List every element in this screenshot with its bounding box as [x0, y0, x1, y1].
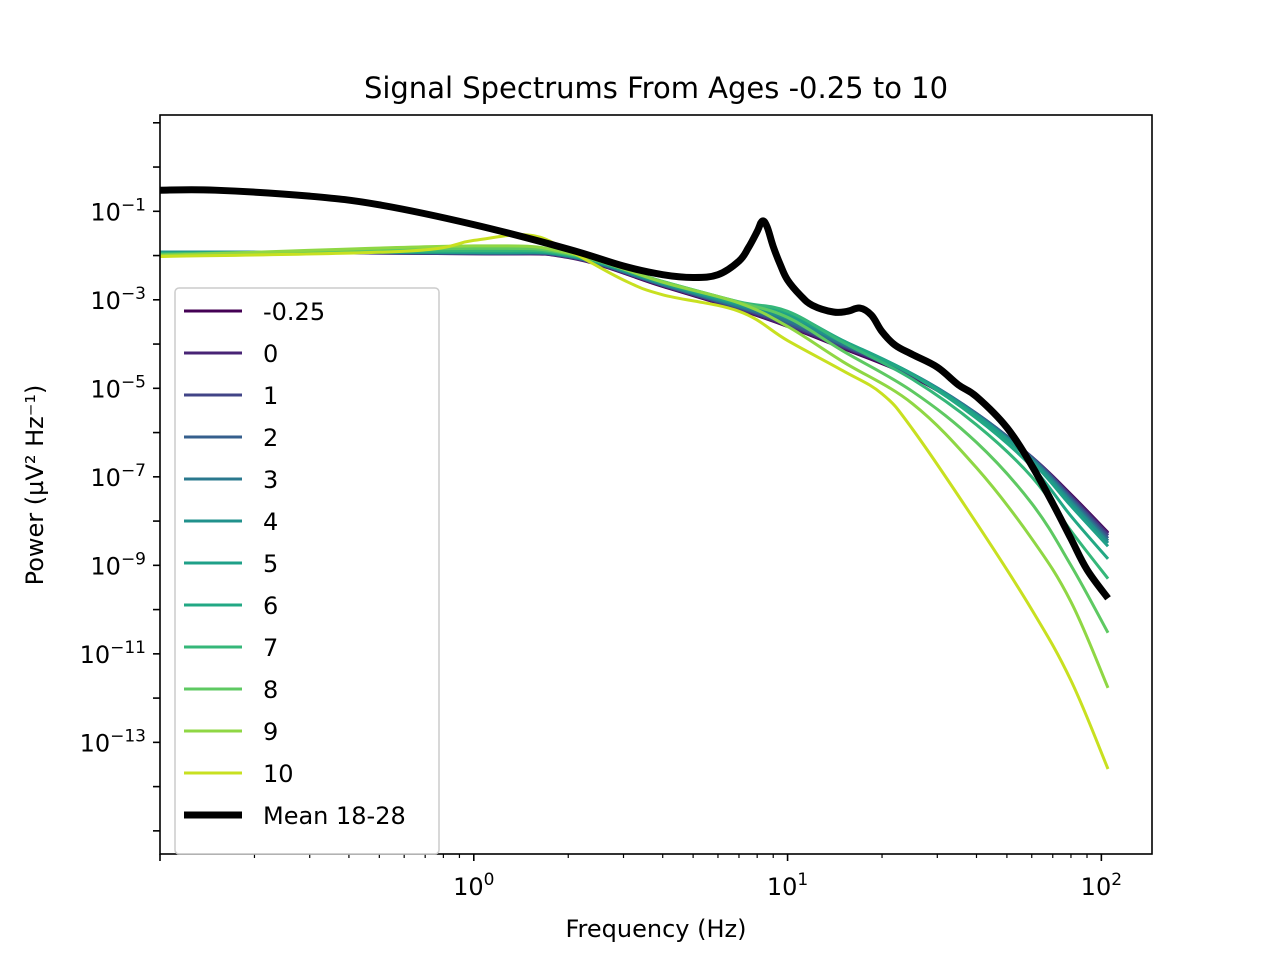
x-axis-label: Frequency (Hz)	[566, 915, 747, 943]
series-line-12	[160, 186, 1111, 601]
legend: -0.25 0 1 2 3 4 5 6 7 8 9 10 Mean 18-28	[174, 287, 440, 855]
legend-label: 1	[263, 382, 278, 410]
series-line-10	[160, 244, 1110, 689]
legend-label: 0	[263, 340, 278, 368]
legend-label: 7	[263, 634, 278, 662]
legend-label: Mean 18-28	[263, 802, 406, 830]
legend-label: -0.25	[263, 298, 325, 326]
legend-label: 2	[263, 424, 278, 452]
axes-frame	[159, 114, 1153, 855]
legend-label: 3	[263, 466, 278, 494]
legend-box	[174, 287, 440, 855]
x-tick-label: 100	[453, 870, 494, 901]
legend-label: 9	[263, 718, 278, 746]
y-axis-label: Power (µV² Hz⁻¹)	[21, 385, 49, 586]
series-line-11	[160, 233, 1110, 770]
legend-label: 10	[263, 760, 294, 788]
y-tick-label: 10−13	[80, 726, 146, 757]
legend-label: 6	[263, 592, 278, 620]
legend-label: 8	[263, 676, 278, 704]
legend-label: 4	[263, 508, 278, 536]
series-group	[160, 186, 1111, 770]
series-line-8	[160, 248, 1110, 580]
x-axis: 100 101 102	[159, 854, 1122, 901]
plot-area	[159, 114, 1153, 855]
x-tick-label: 101	[767, 870, 808, 901]
y-tick-label: 10−1	[90, 195, 146, 226]
y-tick-label: 10−9	[90, 549, 146, 580]
x-tick-label: 102	[1081, 870, 1122, 901]
series-line-9	[160, 246, 1110, 634]
y-tick-label: 10−5	[90, 372, 146, 403]
chart-title: Signal Spectrums From Ages -0.25 to 10	[364, 71, 948, 105]
y-tick-label: 10−3	[90, 284, 146, 315]
legend-label: 5	[263, 550, 278, 578]
y-axis: 10−1 10−3 10−5 10−7 10−9 10−11 10−13	[80, 121, 160, 832]
y-tick-label: 10−11	[80, 638, 146, 669]
y-tick-label: 10−7	[90, 461, 146, 492]
